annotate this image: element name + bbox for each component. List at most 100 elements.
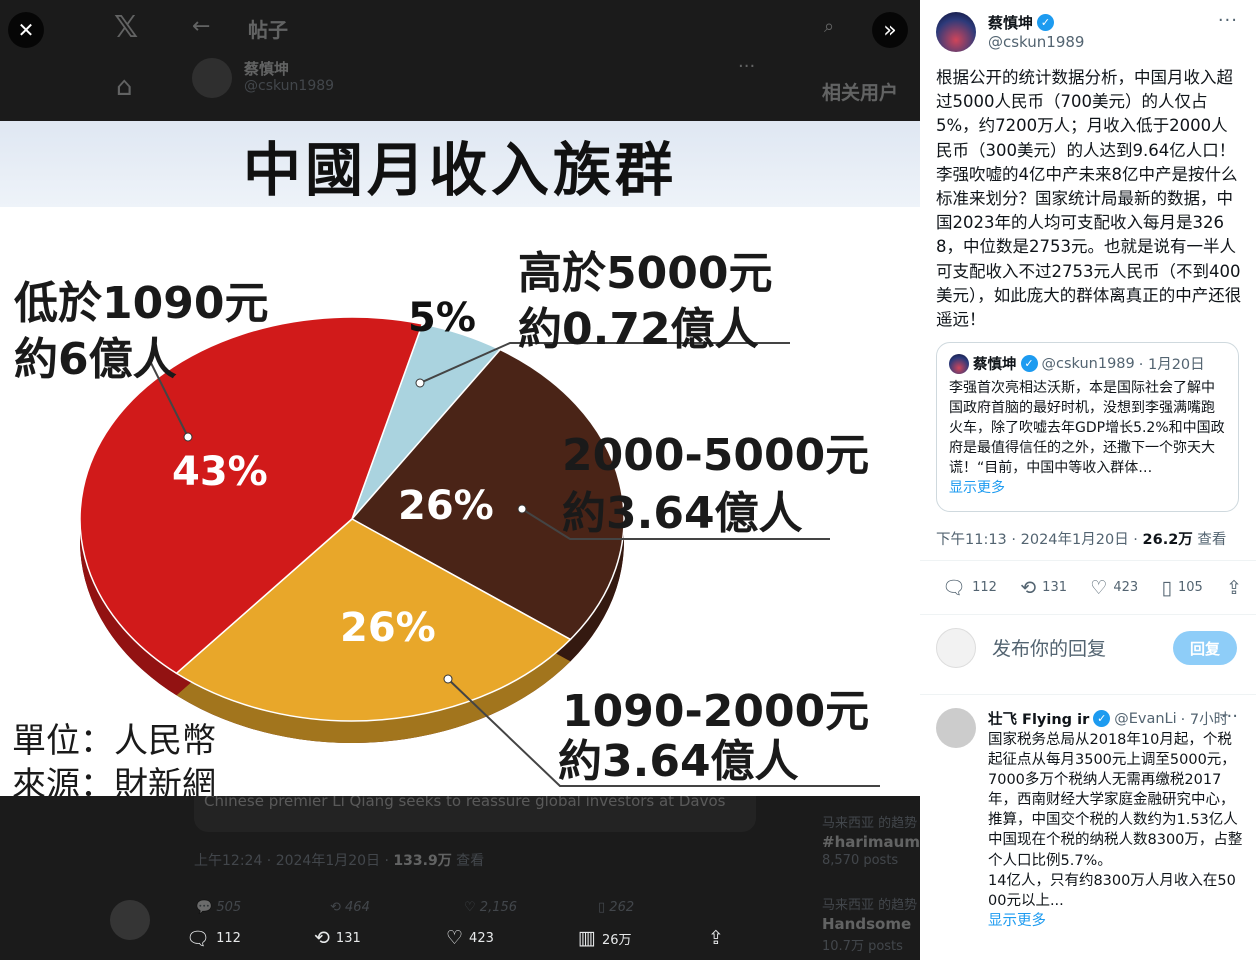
leader-line <box>419 342 790 384</box>
reply-paragraph: 14亿人，只有约8300万人月收入在5000元以上... <box>988 872 1236 909</box>
label-people: 約3.64億人 <box>562 488 803 539</box>
leader-dot <box>517 504 527 514</box>
divider <box>920 614 1256 615</box>
pie-slice <box>79 316 424 675</box>
repost-icon: ⟲ <box>314 927 330 949</box>
label-range: 低於1090元 <box>14 278 269 329</box>
leader-dot <box>443 674 453 684</box>
label-people: 約6億人 <box>14 334 177 385</box>
author-name[interactable]: 蔡慎坤 ✓ <box>988 12 1055 33</box>
avatar[interactable] <box>936 708 976 748</box>
reply-button[interactable]: 🗨 112 <box>186 927 241 950</box>
reply-input[interactable]: 发布你的回复 <box>992 638 1107 660</box>
reply-paragraph: 中国现在个税的纳税人数8300万，占整个人口比例5.7%。 <box>988 832 1243 869</box>
like-button[interactable]: ♡ 423 <box>446 927 494 949</box>
title-band <box>0 121 920 207</box>
like-count[interactable]: ♡ 2,156 <box>464 900 518 915</box>
x-logo-icon[interactable]: 𝕏 <box>114 10 139 45</box>
quoted-author-name: 蔡慎坤 <box>973 357 1017 373</box>
slice-value-label: 26% <box>398 483 494 529</box>
quoted-tweet-header: 蔡慎坤 ✓ @cskun1989 · 1月20日 <box>949 353 1226 374</box>
link-card[interactable]: Chinese premier Li Qiang seeks to reassu… <box>194 790 756 832</box>
reply-text: 国家税务总局从2018年10月起，个税起征点从每月3500元上调至5000元，7… <box>988 730 1244 931</box>
author-handle[interactable]: @cskun1989 <box>988 33 1085 51</box>
leader-line <box>521 508 830 540</box>
repost-button[interactable]: ⟲ 131 <box>1020 576 1067 599</box>
tweet-panel: 蔡慎坤 ✓ @cskun1989 ··· 根据公开的统计数据分析，中国月收入超过5… <box>920 0 1256 960</box>
more-icon[interactable]: ··· <box>1220 706 1238 727</box>
share-button[interactable]: ⇪ <box>708 927 724 949</box>
reply-author-name[interactable]: 壮飞 Flying ir <box>988 712 1090 728</box>
back-arrow-icon[interactable]: ← <box>192 14 211 39</box>
author-handle[interactable]: @cskun1989 <box>244 78 335 94</box>
close-icon: ✕ <box>17 18 35 42</box>
leader-dot <box>415 378 425 388</box>
label-range: 1090-2000元 <box>562 686 870 737</box>
background-page: 𝕏 ⌂ ← 帖子 蔡慎坤 @cskun1989 ··· ⌕ 相关用户 Chine… <box>110 10 920 954</box>
avatar <box>949 353 969 374</box>
leader-line <box>447 678 880 787</box>
reply-submit-button[interactable]: 回复 <box>1173 631 1237 665</box>
divider <box>920 694 1256 695</box>
close-button[interactable]: ✕ <box>8 12 44 48</box>
more-icon[interactable]: ··· <box>738 56 756 77</box>
source-label: 來源：財新網 <box>12 765 216 796</box>
trend-item[interactable]: 马来西亚 的趋势 Handsome 10.7万 posts <box>822 898 918 954</box>
repost-button[interactable]: ⟲ 131 <box>314 927 361 949</box>
views-button[interactable]: ▥ 26万 <box>578 927 632 949</box>
slice-value-label: 43% <box>172 449 268 495</box>
page-title: 帖子 <box>248 18 288 42</box>
author-name[interactable]: 蔡慎坤 <box>244 60 290 78</box>
avatar[interactable] <box>936 12 976 52</box>
quoted-date: · 1月20日 <box>1138 357 1205 373</box>
label-people: 約3.64億人 <box>558 736 799 787</box>
reply-paragraph: 国家税务总局从2018年10月起，个税起征点从每月3500元上调至5000元，7… <box>988 732 1238 829</box>
quoted-tweet[interactable]: 蔡慎坤 ✓ @cskun1989 · 1月20日 李强首次亮相达沃斯，本是国际社… <box>936 342 1239 512</box>
share-icon: ⇪ <box>708 927 724 949</box>
bookmark-button[interactable]: ▯ 105 <box>1161 576 1203 599</box>
slice-value-label: 26% <box>340 605 436 651</box>
media-action-bar: 🗨 112 ⟲ 131 ♡ 423 ▥ 26万 ⇪ <box>0 916 920 960</box>
pie-slice <box>175 518 572 722</box>
more-icon[interactable]: ··· <box>1217 10 1238 31</box>
expand-panel-button[interactable]: » <box>872 12 908 48</box>
bookmark-icon: ▯ <box>1161 576 1172 599</box>
leader-dot <box>183 432 193 442</box>
repost-count[interactable]: ⟲ 464 <box>330 900 370 915</box>
avatar <box>936 628 976 668</box>
trend-item[interactable]: 马来西亚 的趋势#harimaumal8,570 posts <box>822 816 920 868</box>
avatar[interactable] <box>192 58 232 98</box>
unit-label: 單位：人民幣 <box>12 721 216 761</box>
reply-author-handle[interactable]: @EvanLi <box>1114 710 1177 727</box>
background-action-bar: 💬 505 ⟲ 464 ♡ 2,156 ▯ 262 <box>196 900 732 915</box>
reply-icon: 🗨 <box>186 927 211 950</box>
heart-icon: ♡ <box>1090 576 1108 599</box>
tweet-timestamp: 上午12:24 · 2024年1月20日 · 133.9万 查看 <box>194 853 485 869</box>
share-icon: ⇪ <box>1226 576 1242 599</box>
verified-badge-icon: ✓ <box>1037 14 1055 31</box>
share-button[interactable]: ⇪ <box>1226 576 1242 599</box>
verified-badge-icon: ✓ <box>1093 710 1111 727</box>
heart-icon: ♡ <box>446 927 464 949</box>
pie-chart <box>79 316 880 787</box>
reply-header: 壮飞 Flying ir ✓ @EvanLi · 7小时 <box>988 708 1228 729</box>
show-more-link[interactable]: 显示更多 <box>988 912 1046 929</box>
like-button[interactable]: ♡ 423 <box>1090 576 1139 599</box>
verified-badge-icon: ✓ <box>1020 355 1038 372</box>
reply-icon: 🗨 <box>942 577 967 599</box>
bookmark-count[interactable]: ▯ 262 <box>598 900 635 915</box>
media-image: 中國月收入族群 高於5000元 約0.72億人 低於1090元 約6億人 200… <box>0 121 920 796</box>
reply-count[interactable]: 💬 505 <box>196 900 242 915</box>
media-viewer: 𝕏 ⌂ ← 帖子 蔡慎坤 @cskun1989 ··· ⌕ 相关用户 Chine… <box>0 0 920 960</box>
quoted-tweet-text: 李强首次亮相达沃斯，本是国际社会了解中国政府首脑的最好时机，没想到李强满嘴跑火车… <box>949 380 1225 476</box>
search-icon[interactable]: ⌕ <box>824 16 835 37</box>
divider <box>920 560 1256 561</box>
home-icon[interactable]: ⌂ <box>116 72 133 102</box>
label-people: 約0.72億人 <box>518 304 759 355</box>
label-range: 2000-5000元 <box>562 430 870 481</box>
tweet-timestamp: 下午11:13 · 2024年1月20日 · 26.2万 查看 <box>936 532 1227 548</box>
reply-button[interactable]: 🗨 112 <box>942 577 997 599</box>
tweet-text: 根据公开的统计数据分析，中国月收入超过5000人民币（700美元）的人仅占5%，… <box>936 68 1242 330</box>
show-more-link[interactable]: 显示更多 <box>949 480 1005 496</box>
tweet-action-bar: 🗨 112 ⟲ 131 ♡ 423 ▯ 105 ⇪ <box>942 576 1242 600</box>
